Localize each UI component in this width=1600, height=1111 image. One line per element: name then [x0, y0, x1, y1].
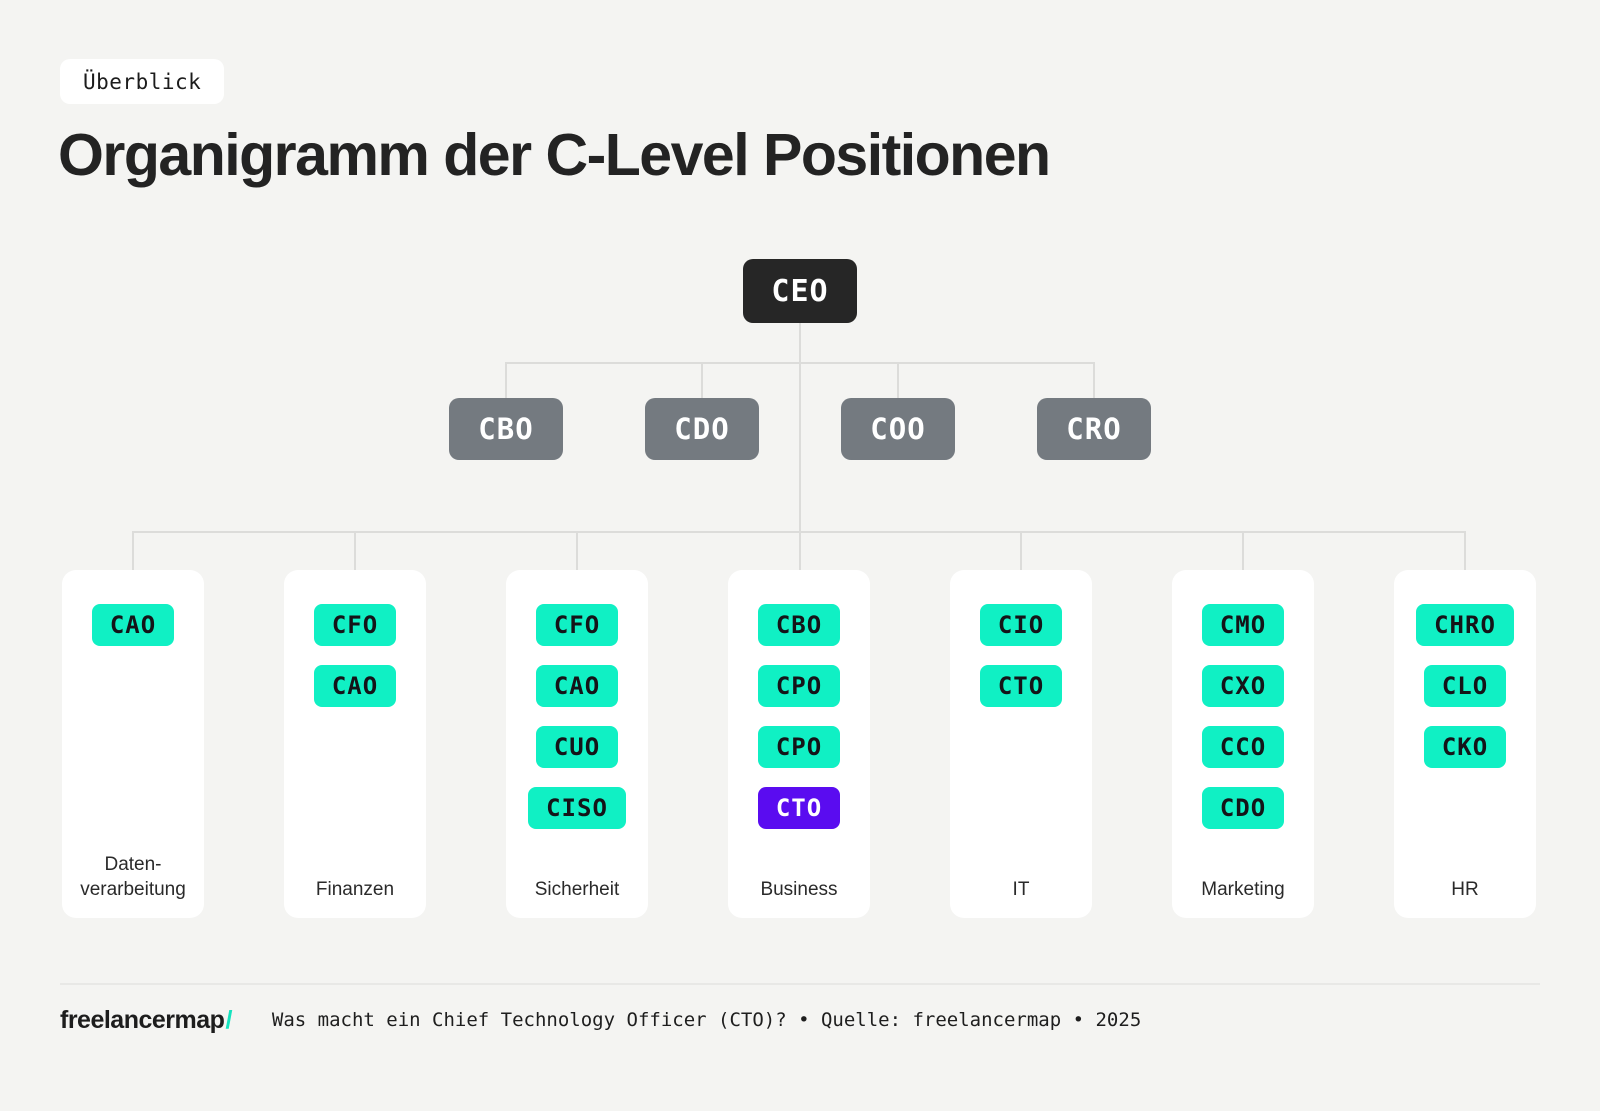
- connector-trunk-vertical: [799, 323, 801, 570]
- connector-level3-stub-0: [132, 531, 134, 570]
- executive-node-label: COO: [870, 412, 926, 446]
- connector-level2-horizontal: [505, 362, 1095, 364]
- department-card: CIO CTO IT: [950, 570, 1092, 918]
- overview-badge-label: Überblick: [83, 69, 202, 94]
- connector-level3-stub-5: [1242, 531, 1244, 570]
- connector-level3-stub-6: [1464, 531, 1466, 570]
- department-card: CHRO CLO CKO HR: [1394, 570, 1536, 918]
- executive-node-label: CDO: [674, 412, 730, 446]
- role-chip-cxo: CXO: [1201, 665, 1285, 707]
- department-label: IT: [1012, 879, 1030, 901]
- role-chip-ciso: CISO: [528, 787, 626, 829]
- overview-badge: Überblick: [60, 59, 225, 104]
- connector-level3-stub-2: [576, 531, 578, 570]
- department-label: HR: [1451, 879, 1479, 901]
- executive-node-coo: COO: [841, 398, 955, 460]
- connector-level2-stub-0: [505, 362, 507, 398]
- department-card: CAO Daten- verarbeitung: [62, 570, 204, 918]
- department-label: Daten- verarbeitung: [80, 853, 186, 901]
- role-chip-cpo: CPO: [757, 665, 841, 707]
- role-chip-clo: CLO: [1423, 665, 1507, 707]
- connector-level3-horizontal: [132, 531, 1466, 533]
- role-chip-cmo: CMO: [1201, 604, 1285, 646]
- role-chip-cto: CTO: [979, 665, 1063, 707]
- footer-caption: Was macht ein Chief Technology Officer (…: [271, 1009, 1142, 1031]
- department-card: CFO CAO Finanzen: [284, 570, 426, 918]
- footer-logo: freelancermap /: [60, 1006, 232, 1035]
- role-chip-cto: CTO: [757, 787, 841, 829]
- role-chip-cuo: CUO: [535, 726, 619, 768]
- role-chip-cpo: CPO: [757, 726, 841, 768]
- role-chip-cco: CCO: [1201, 726, 1285, 768]
- department-label: Finanzen: [315, 879, 395, 901]
- role-chip-cbo: CBO: [757, 604, 841, 646]
- executive-node-cdo: CDO: [645, 398, 759, 460]
- department-card: CMO CXO CCO CDO Marketing: [1172, 570, 1314, 918]
- role-chip-cao: CAO: [91, 604, 175, 646]
- connector-level2-stub-3: [1093, 362, 1095, 398]
- connector-level2-stub-2: [897, 362, 899, 398]
- department-label: Sicherheit: [534, 879, 620, 901]
- footer-logo-slash: /: [225, 1005, 232, 1034]
- footer: freelancermap / Was macht ein Chief Tech…: [60, 998, 1141, 1042]
- connector-level3-stub-1: [354, 531, 356, 570]
- role-chip-cko: CKO: [1423, 726, 1507, 768]
- role-chip-cfo: CFO: [535, 604, 619, 646]
- role-chip-cao: CAO: [535, 665, 619, 707]
- department-card: CFO CAO CUO CISO Sicherheit: [506, 570, 648, 918]
- role-chip-chro: CHRO: [1416, 604, 1514, 646]
- department-label: Marketing: [1201, 879, 1285, 901]
- footer-logo-text: freelancermap: [60, 1005, 225, 1034]
- department-card: CBO CPO CPO CTO Business: [728, 570, 870, 918]
- connector-level3-stub-4: [1020, 531, 1022, 570]
- executive-node-cro: CRO: [1037, 398, 1151, 460]
- connector-level2-stub-1: [701, 362, 703, 398]
- footer-divider: [60, 983, 1540, 985]
- ceo-node-label: CEO: [771, 273, 829, 309]
- executive-node-label: CRO: [1066, 412, 1122, 446]
- executive-node-cbo: CBO: [449, 398, 563, 460]
- role-chip-cdo: CDO: [1201, 787, 1285, 829]
- role-chip-cio: CIO: [979, 604, 1063, 646]
- department-label: Business: [760, 879, 838, 901]
- page-title: Organigramm der C-Level Positionen: [58, 122, 1051, 188]
- ceo-node: CEO: [743, 259, 857, 323]
- executive-node-label: CBO: [478, 412, 534, 446]
- role-chip-cfo: CFO: [313, 604, 397, 646]
- role-chip-cao: CAO: [313, 665, 397, 707]
